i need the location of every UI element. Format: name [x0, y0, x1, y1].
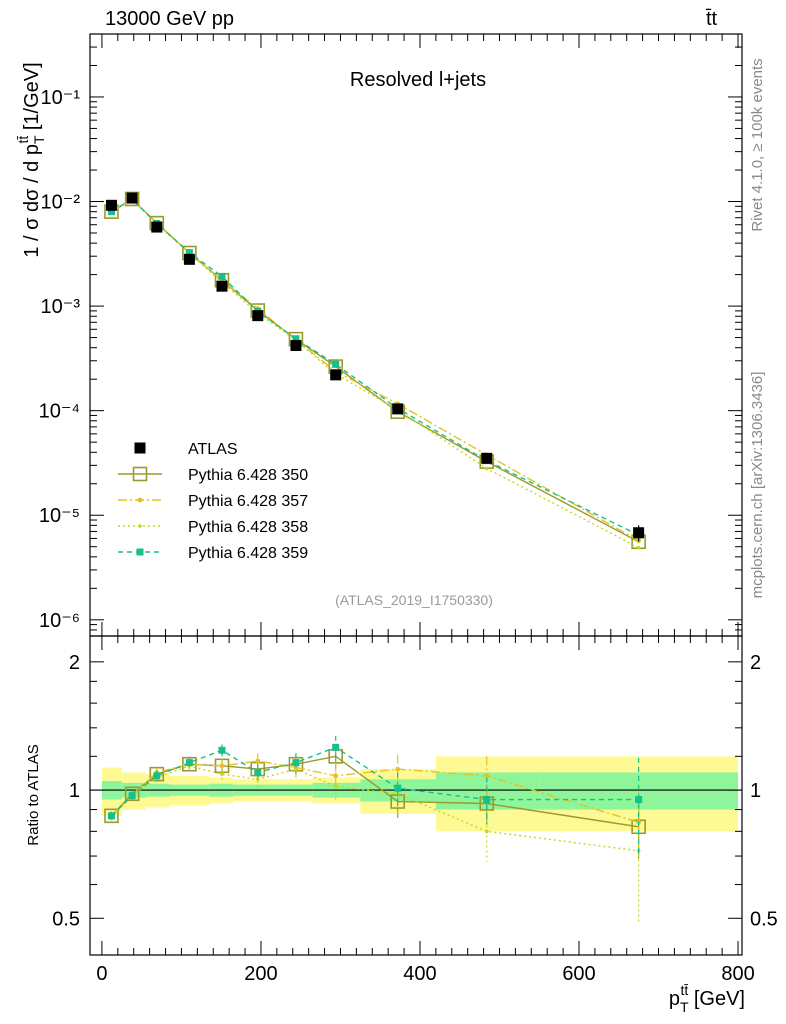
x-tick-label: 200	[244, 963, 277, 985]
energy-label: 13000 GeV pp	[105, 8, 234, 30]
ratio-tick-label-left: 1	[69, 780, 80, 802]
x-tick-label: 800	[721, 963, 754, 985]
series-point-main	[292, 335, 300, 343]
legend: ATLAS Pythia 6.428 350 Pythia 6.428 357 Pyt…	[118, 441, 308, 562]
x-tick-label: 400	[403, 963, 436, 985]
data-point	[216, 280, 228, 292]
ratio-tick-label-left: 0.5	[52, 908, 80, 930]
series-point-ratio	[484, 773, 490, 779]
series-point-main	[484, 466, 489, 471]
series-point-ratio	[153, 772, 161, 780]
ratio-frame	[89, 635, 743, 956]
series-point-ratio	[128, 792, 136, 800]
legend-label: Pythia 6.428 357	[188, 493, 308, 510]
x-tick-label: 0	[96, 963, 107, 985]
series-point-ratio	[483, 796, 491, 804]
y-tick-label: 10⁻⁴	[39, 401, 80, 423]
series-point-ratio	[104, 808, 119, 824]
y-axis-label-ratio: Ratio to ATLAS	[25, 744, 42, 845]
legend-marker	[134, 442, 146, 454]
series-point-ratio	[635, 796, 643, 804]
data-point	[105, 199, 117, 211]
legend-marker	[136, 548, 144, 556]
data-point	[633, 527, 645, 539]
series-point-main	[332, 360, 340, 368]
series-point-ratio	[333, 784, 338, 789]
y-axis-label-main: 1 / σ dσ / d pTtt̄ [1/GeV]	[15, 62, 47, 257]
series-point-ratio	[124, 786, 140, 802]
series-point-main	[636, 545, 641, 550]
data-point	[290, 339, 302, 351]
ratio-tick-label-right: 1	[750, 780, 761, 802]
series-point-ratio	[219, 763, 225, 769]
x-axis-label: pTtt̄ [GeV]	[669, 982, 745, 1015]
ratio-tick-label-right: 0.5	[750, 908, 778, 930]
series-point-ratio	[332, 743, 340, 751]
series-point-main	[218, 272, 226, 280]
axis-labels: Resolved l+jets (ATLAS_2019_I1750330) Ri…	[15, 58, 766, 1015]
data-point	[392, 403, 404, 415]
legend-label: ATLAS	[188, 441, 238, 458]
series-point-ratio	[218, 746, 226, 754]
y-tick-label: 10⁻⁶	[39, 610, 80, 632]
series-point-ratio	[333, 773, 339, 779]
series-point-main	[107, 208, 115, 216]
legend-marker	[138, 524, 142, 528]
chart-title: Resolved l+jets	[350, 69, 486, 91]
y-tick-label: 10⁻⁵	[39, 505, 80, 527]
x-tick-label: 600	[562, 963, 595, 985]
data-point	[481, 452, 493, 464]
data-point	[252, 310, 264, 322]
series-point-ratio	[395, 766, 401, 772]
data-point	[330, 369, 342, 381]
legend-marker	[137, 497, 143, 503]
series-point-ratio	[292, 759, 300, 767]
rivet-label: Rivet 4.1.0, ≥ 100k events	[749, 58, 766, 231]
legend-label: Pythia 6.428 359	[188, 545, 308, 562]
y-tick-label: 10⁻³	[41, 296, 81, 318]
legend-label: Pythia 6.428 358	[188, 519, 308, 536]
series-point-ratio	[185, 759, 193, 767]
series-point-ratio	[107, 812, 115, 820]
process-label: t̄t	[706, 8, 718, 30]
series-point-main	[124, 191, 140, 207]
analysis-id: (ATLAS_2019_I1750330)	[335, 592, 493, 608]
series-point-ratio	[255, 758, 261, 764]
series-point-main	[185, 249, 193, 257]
series-point-ratio	[394, 784, 402, 792]
data-point	[151, 221, 163, 233]
legend-label: Pythia 6.428 350	[188, 467, 308, 484]
series-layer	[104, 191, 646, 923]
series-point-ratio	[254, 768, 262, 776]
data-point	[126, 192, 138, 204]
ratio-tick-label-left: 2	[69, 652, 80, 674]
y-tick-label: 10⁻¹	[41, 87, 81, 109]
mcplots-label: mcplots.cern.ch [arXiv:1306.3436]	[749, 372, 766, 599]
y-tick-label: 10⁻²	[41, 192, 81, 214]
legend-marker	[132, 466, 148, 482]
ratio-tick-label-right: 2	[750, 652, 761, 674]
series-point-ratio	[484, 829, 489, 834]
axes: 0 200 400 600 800 10⁻⁶ 10⁻⁵ 10⁻⁴ 10⁻³ 10⁻² 10⁻¹ 0.5…	[39, 33, 778, 985]
data-point	[183, 253, 195, 265]
series-point-ratio	[294, 767, 298, 771]
series-point-ratio	[255, 777, 260, 782]
series-point-ratio	[220, 772, 224, 776]
